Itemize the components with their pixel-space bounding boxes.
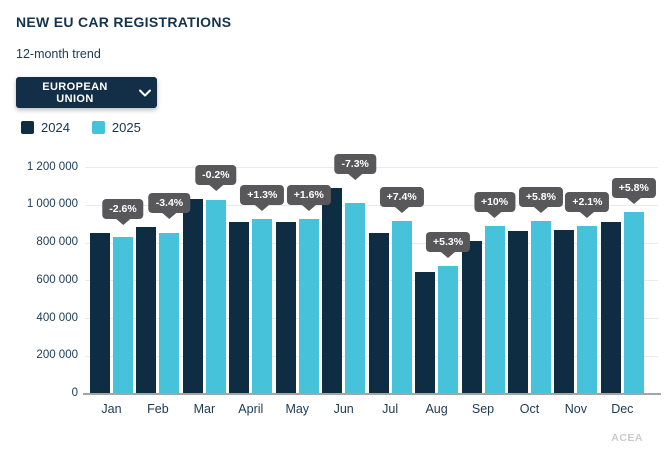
bar-2025-sep[interactable] bbox=[484, 226, 505, 394]
change-badge-jan: -2.6% bbox=[102, 198, 144, 219]
bar-2025-mar[interactable] bbox=[205, 199, 226, 394]
x-axis-label-oct: Oct bbox=[519, 402, 540, 416]
legend-label-2025: 2025 bbox=[111, 120, 141, 135]
chart-legend: 2024 2025 bbox=[21, 120, 141, 135]
legend-swatch-2025 bbox=[91, 121, 105, 134]
x-axis-label-jan: Jan bbox=[101, 402, 122, 416]
bar-2025-may[interactable] bbox=[298, 219, 319, 394]
x-axis-label-nov: Nov bbox=[564, 402, 587, 416]
change-badge-may: +1.6% bbox=[286, 185, 331, 206]
bar-2024-feb[interactable] bbox=[136, 227, 157, 394]
bar-2024-may[interactable] bbox=[275, 221, 296, 394]
region-selector-dropdown[interactable]: EUROPEAN UNION bbox=[16, 77, 157, 108]
bar-2024-oct[interactable] bbox=[507, 230, 528, 394]
bar-2024-jul[interactable] bbox=[368, 233, 389, 394]
bar-2024-jan[interactable] bbox=[90, 232, 110, 394]
y-axis-tick-label: 1 000 000 bbox=[26, 198, 78, 211]
bar-2024-aug[interactable] bbox=[415, 272, 436, 394]
y-axis-tick-label: 0 bbox=[71, 387, 78, 399]
page-subtitle: 12-month trend bbox=[16, 47, 101, 61]
bar-2025-april[interactable] bbox=[252, 219, 273, 394]
bar-2025-dec[interactable] bbox=[623, 212, 644, 394]
legend-item-2025[interactable]: 2025 bbox=[91, 120, 141, 135]
x-axis-label-jul: Jul bbox=[382, 402, 399, 416]
x-axis-label-jun: Jun bbox=[333, 402, 354, 416]
bar-2025-jun[interactable] bbox=[345, 203, 366, 394]
change-badge-feb: -3.4% bbox=[148, 193, 191, 214]
region-selector-label: EUROPEAN UNION bbox=[42, 80, 108, 105]
x-axis-line bbox=[83, 393, 661, 395]
y-axis-tick-label: 600 000 bbox=[36, 273, 78, 286]
change-badge-nov: +2.1% bbox=[565, 192, 610, 213]
chevron-down-icon bbox=[139, 89, 151, 97]
bar-2025-feb[interactable] bbox=[159, 232, 180, 394]
bar-2025-nov[interactable] bbox=[577, 226, 598, 394]
x-axis-label-sep: Sep bbox=[471, 402, 495, 416]
bar-2025-jul[interactable] bbox=[391, 221, 412, 394]
gridline bbox=[85, 204, 658, 206]
change-badge-april: +1.3% bbox=[240, 185, 285, 206]
x-axis-label-mar: Mar bbox=[193, 402, 216, 416]
change-badge-sep: +10% bbox=[473, 192, 516, 213]
bar-2025-oct[interactable] bbox=[530, 221, 551, 394]
source-credit: ACEA bbox=[611, 432, 643, 444]
change-badge-jul: +7.4% bbox=[379, 187, 424, 208]
bar-2025-jan[interactable] bbox=[113, 237, 133, 394]
bar-2024-sep[interactable] bbox=[461, 241, 482, 394]
x-axis-label-may: May bbox=[285, 402, 310, 416]
bar-2025-aug[interactable] bbox=[438, 266, 459, 394]
x-axis-label-feb: Feb bbox=[147, 402, 169, 416]
change-badge-oct: +5.8% bbox=[518, 187, 563, 208]
x-axis-label-dec: Dec bbox=[611, 402, 634, 416]
change-badge-aug: +5.3% bbox=[426, 232, 471, 253]
legend-item-2024[interactable]: 2024 bbox=[21, 120, 70, 135]
change-badge-jun: -7.3% bbox=[334, 154, 376, 175]
y-axis-tick-label: 800 000 bbox=[36, 236, 78, 248]
bar-2024-jun[interactable] bbox=[322, 188, 343, 394]
change-badge-dec: +5.8% bbox=[611, 178, 656, 199]
bar-2024-april[interactable] bbox=[229, 221, 250, 394]
y-axis-tick-label: 200 000 bbox=[36, 349, 78, 362]
bar-2024-dec[interactable] bbox=[600, 222, 621, 394]
x-axis-label-aug: Aug bbox=[425, 402, 448, 416]
y-axis-tick-label: 400 000 bbox=[36, 311, 78, 324]
legend-swatch-2024 bbox=[21, 121, 34, 134]
legend-label-2024: 2024 bbox=[41, 120, 70, 135]
change-badge-mar: -0.2% bbox=[195, 165, 237, 186]
bar-2024-nov[interactable] bbox=[554, 229, 575, 394]
y-axis-tick-label: 1 200 000 bbox=[26, 160, 78, 173]
bar-2024-mar[interactable] bbox=[182, 199, 203, 394]
x-axis-label-april: April bbox=[238, 402, 264, 416]
page-title: NEW EU CAR REGISTRATIONS bbox=[16, 14, 232, 30]
